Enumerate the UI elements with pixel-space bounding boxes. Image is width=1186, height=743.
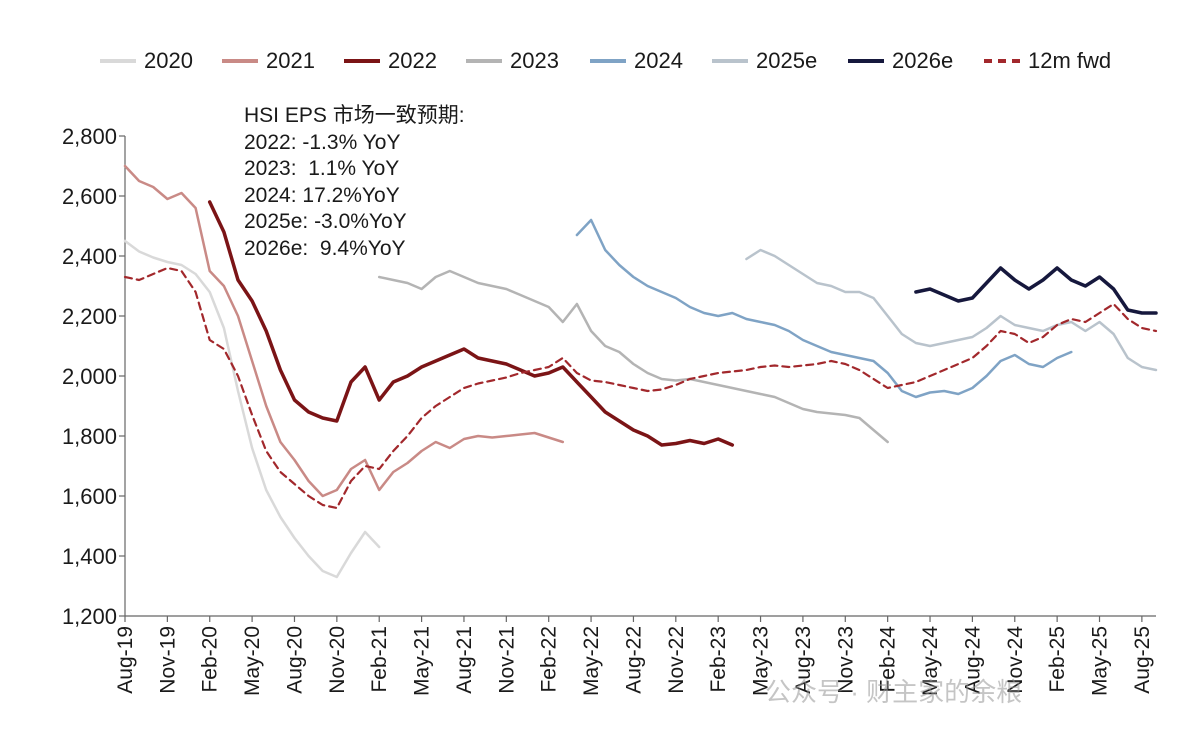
legend-swatch: [466, 59, 502, 63]
x-tick-label: May-21: [411, 626, 434, 696]
x-tick-label: Nov-22: [665, 626, 688, 694]
legend-item-2026e: 2026e: [848, 46, 953, 76]
legend-label: 12m fwd: [1028, 48, 1112, 73]
x-tick-label: Feb-24: [877, 626, 900, 693]
legend-swatch: [984, 59, 1020, 63]
plot-series: [123, 164, 1158, 579]
chart-legend: 2020 2021 2022 2023 2024 2025e 2026e 12m fwd: [100, 46, 1180, 76]
x-tick-label: Nov-24: [1004, 626, 1027, 694]
x-tick-label: Aug-24: [961, 626, 984, 694]
legend-swatch: [590, 59, 626, 63]
x-tick-label: May-24: [919, 626, 942, 696]
y-tick-label: 1,600: [62, 484, 117, 509]
legend-item-2020: 2020: [100, 46, 193, 76]
legend-item-2025e: 2025e: [712, 46, 817, 76]
legend-item-2021: 2021: [222, 46, 315, 76]
x-tick-label: Feb-22: [538, 626, 561, 693]
legend-label: 2024: [634, 48, 683, 73]
x-tick-label: Nov-19: [156, 626, 179, 694]
series-line-2025e: [745, 248, 1158, 372]
y-tick-label: 2,200: [62, 304, 117, 329]
x-tick-label: Nov-20: [326, 626, 349, 694]
legend-swatch: [100, 59, 136, 63]
y-tick-label: 1,800: [62, 424, 117, 449]
legend-item-12m-fwd: 12m fwd: [984, 46, 1111, 76]
legend-label: 2023: [510, 48, 559, 73]
legend-label: 2022: [388, 48, 437, 73]
legend-item-2024: 2024: [590, 46, 683, 76]
watermark-text: 公众号 · 财主家的余粮: [765, 677, 1023, 707]
x-tick-label: May-20: [241, 626, 264, 696]
x-tick-label: Aug-25: [1131, 626, 1154, 694]
eps-consensus-annotation: HSI EPS 市场一致预期: 2022: -1.3% YoY 2023: 1.1%…: [244, 103, 465, 262]
x-tick-label: Aug-22: [622, 626, 645, 694]
annotation-line: 2023: 1.1% YoY: [244, 157, 400, 180]
series-line-2022: [207, 200, 735, 447]
annotation-line: 2026e: 9.4%YoY: [244, 236, 406, 260]
y-tick-label: 2,400: [62, 244, 117, 269]
legend-swatch: [848, 59, 884, 63]
legend-label: 2025e: [756, 48, 818, 73]
x-tick-label: Aug-19: [114, 626, 137, 694]
legend-label: 2021: [266, 48, 315, 73]
legend-swatch: [222, 59, 258, 63]
y-tick-label: 2,600: [62, 184, 117, 209]
x-tick-label: May-23: [750, 626, 773, 696]
series-line-2024: [575, 218, 1073, 399]
legend-item-2022: 2022: [344, 46, 437, 76]
series-line-2021: [123, 164, 565, 498]
legend-swatch: [712, 59, 748, 63]
plot-axes: 1,200 1,400 1,600 1,800 2,000 2,200 2,400 2,600…: [62, 124, 1156, 696]
legend-swatch: [344, 59, 380, 63]
annotation-line: 2022: -1.3% YoY: [244, 130, 401, 154]
x-tick-label: Nov-21: [495, 626, 518, 694]
x-tick-label: Feb-20: [199, 626, 222, 693]
series-line-2020: [123, 239, 381, 579]
legend-label: 2020: [144, 48, 193, 73]
annotation-line: HSI EPS 市场一致预期:: [244, 104, 465, 127]
x-tick-label: Feb-21: [368, 626, 391, 693]
x-tick-label: May-22: [580, 626, 603, 696]
series-line-12m-fwd: [123, 266, 1158, 510]
x-tick-label: Aug-20: [283, 626, 306, 694]
x-tick-label: May-25: [1089, 626, 1112, 696]
x-tick-label: Feb-23: [707, 626, 730, 693]
x-tick-label: Aug-21: [453, 626, 476, 694]
series-line-2023: [377, 269, 889, 444]
legend-item-2023: 2023: [466, 46, 559, 76]
annotation-line: 2024: 17.2%YoY: [244, 183, 400, 207]
y-tick-label: 2,000: [62, 364, 117, 389]
x-tick-label: Nov-23: [834, 626, 857, 694]
legend-label: 2026e: [892, 48, 954, 73]
series-line-2026e: [914, 266, 1158, 315]
x-tick-label: Aug-23: [792, 626, 815, 694]
annotation-line: 2025e: -3.0%YoY: [244, 210, 407, 233]
x-tick-label: Feb-25: [1046, 626, 1069, 693]
y-tick-label: 2,800: [62, 124, 117, 149]
y-tick-label: 1,200: [62, 604, 117, 629]
y-tick-label: 1,400: [62, 544, 117, 569]
